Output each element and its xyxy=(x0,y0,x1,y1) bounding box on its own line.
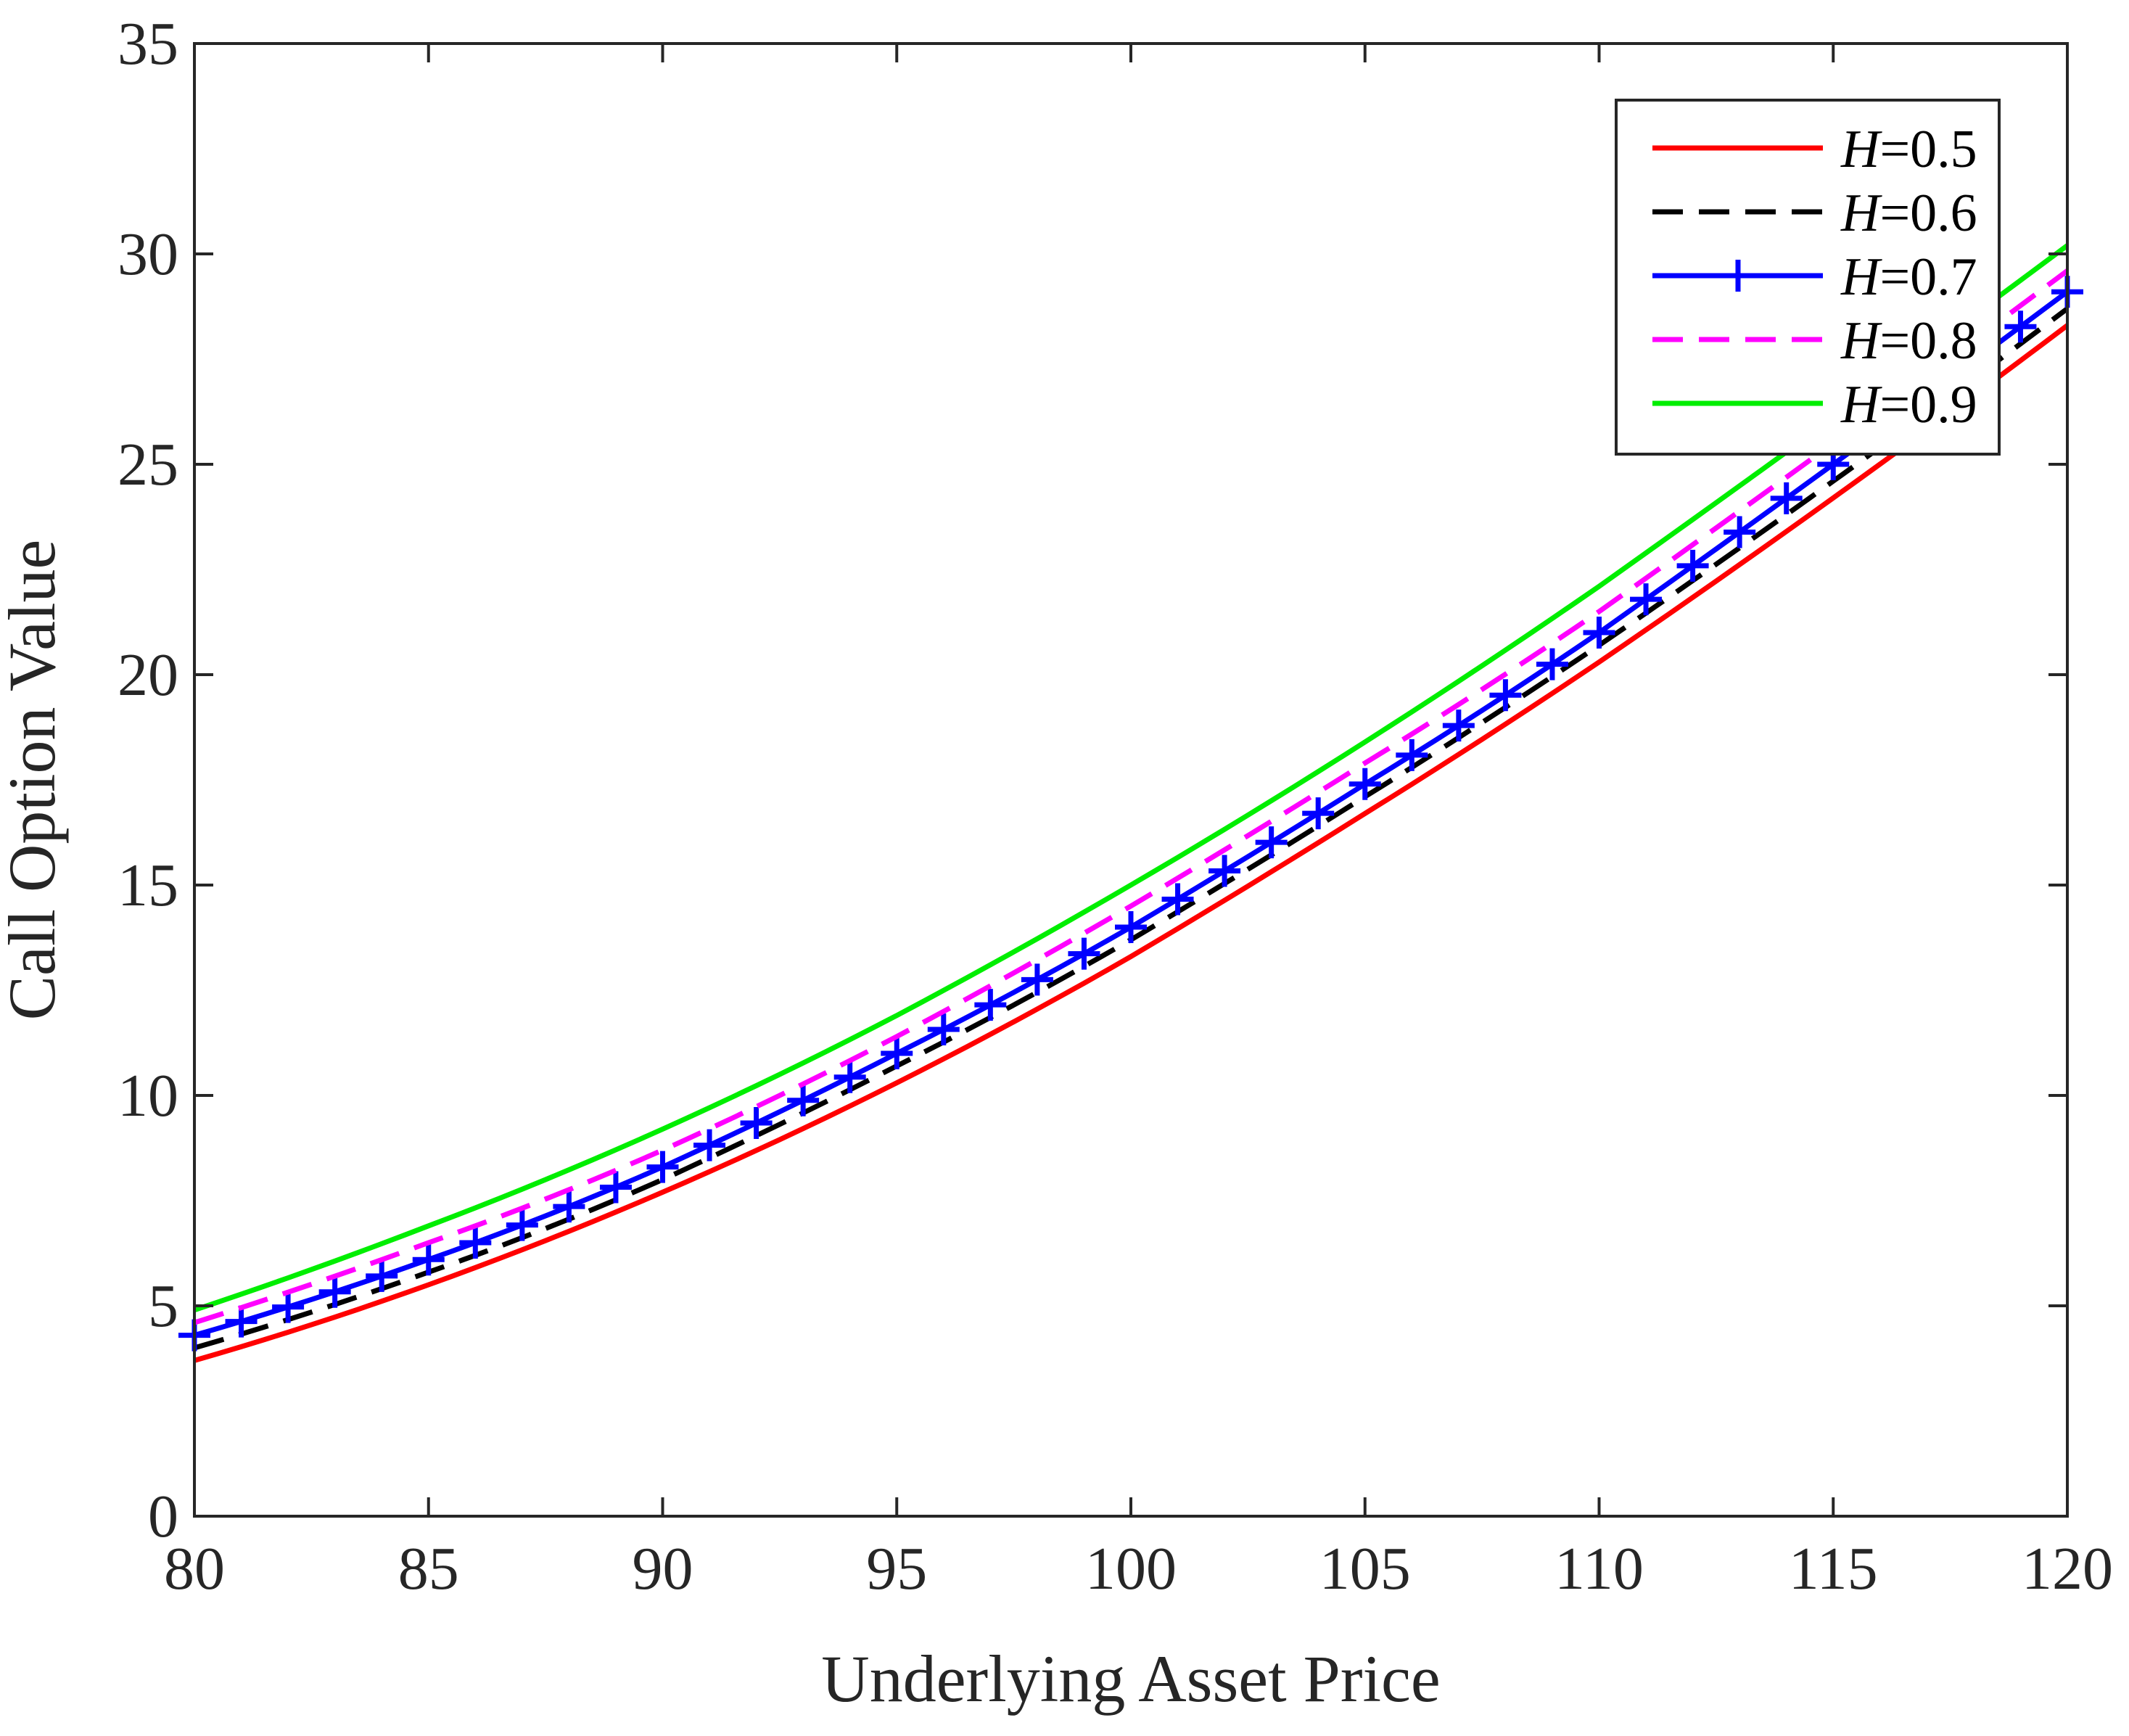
data-point-marker xyxy=(506,1209,538,1241)
data-point-marker xyxy=(1724,516,1756,548)
legend: H=0.5H=0.6H=0.7H=0.8H=0.9 xyxy=(1615,99,2001,456)
data-point-marker xyxy=(1068,937,1100,970)
x-tick-label: 105 xyxy=(1319,1535,1411,1603)
data-point-marker xyxy=(1442,709,1475,742)
data-point-marker xyxy=(740,1107,773,1140)
x-tick-label: 100 xyxy=(1085,1535,1177,1603)
data-point-marker xyxy=(693,1129,726,1161)
legend-label: H=0.9 xyxy=(1840,375,1977,435)
data-point-marker xyxy=(1489,679,1522,712)
data-point-marker xyxy=(974,989,1007,1021)
data-point-marker xyxy=(1302,797,1335,830)
series-line-h08 xyxy=(193,268,2070,1325)
legend-entry: H=0.5 xyxy=(1652,120,1977,179)
x-tick-label: 85 xyxy=(398,1535,459,1603)
y-tick-label: 20 xyxy=(118,641,178,709)
y-axis-label: Call Option Value xyxy=(0,540,69,1021)
y-tick-labels: 0 5 10 15 20 25 30 35 xyxy=(118,10,178,1550)
x-tick-label: 80 xyxy=(164,1535,225,1603)
legend-marker xyxy=(1722,260,1754,292)
x-tick-label: 120 xyxy=(2022,1535,2113,1603)
data-point-marker xyxy=(1583,617,1615,649)
data-point-marker xyxy=(366,1259,398,1292)
legend-label: H=0.6 xyxy=(1840,184,1977,243)
x-axis-label: Underlying Asset Price xyxy=(821,1642,1440,1716)
data-point-marker xyxy=(318,1275,351,1308)
data-point-marker xyxy=(927,1013,960,1046)
legend-label: H=0.8 xyxy=(1840,311,1977,371)
y-tick-label: 25 xyxy=(118,431,178,498)
x-tick-label: 115 xyxy=(1789,1535,1878,1603)
data-point-marker xyxy=(1536,648,1568,680)
data-point-marker xyxy=(1348,768,1381,800)
series-line-h05 xyxy=(194,323,2070,1363)
data-point-marker xyxy=(1115,911,1147,943)
legend-label: H=0.7 xyxy=(1840,247,1977,307)
data-point-marker xyxy=(412,1243,445,1276)
data-point-marker xyxy=(225,1305,258,1338)
y-tick-label: 30 xyxy=(118,221,178,288)
y-tick-label: 0 xyxy=(148,1483,178,1550)
data-point-marker xyxy=(1676,549,1709,582)
series-layer xyxy=(178,243,2083,1363)
data-point-marker xyxy=(272,1291,305,1323)
data-point-marker xyxy=(1161,883,1194,916)
y-tick-label: 35 xyxy=(118,10,178,78)
legend-entry: H=0.8 xyxy=(1652,311,1977,371)
x-tick-label: 110 xyxy=(1554,1535,1644,1603)
legend-label: H=0.5 xyxy=(1840,120,1977,179)
data-point-marker xyxy=(833,1061,866,1093)
x-tick-labels: 80 85 90 95 100 105 110 115 120 xyxy=(164,1535,2113,1603)
data-point-marker xyxy=(1396,739,1428,771)
data-point-marker xyxy=(553,1190,585,1223)
x-tick-label: 90 xyxy=(633,1535,693,1603)
series-line-h09 xyxy=(193,243,2070,1313)
data-point-marker xyxy=(1255,826,1288,859)
data-point-marker xyxy=(1208,855,1241,887)
axis-ticks xyxy=(193,42,2069,1518)
data-point-marker xyxy=(1021,963,1053,996)
data-point-marker xyxy=(2004,310,2037,343)
data-point-marker xyxy=(1630,583,1663,616)
legend-entry: H=0.9 xyxy=(1652,375,1977,435)
y-tick-label: 5 xyxy=(148,1272,178,1340)
legend-entry: H=0.7 xyxy=(1652,247,1977,307)
data-point-marker xyxy=(646,1151,679,1183)
y-tick-label: 10 xyxy=(118,1062,178,1130)
y-tick-label: 15 xyxy=(118,852,178,919)
data-point-marker xyxy=(787,1084,820,1116)
data-point-marker xyxy=(459,1227,492,1259)
data-point-marker xyxy=(1770,482,1803,514)
legend-entry: H=0.6 xyxy=(1652,184,1977,243)
data-point-marker xyxy=(881,1037,913,1069)
x-tick-label: 95 xyxy=(866,1535,927,1603)
data-point-marker xyxy=(599,1171,632,1204)
